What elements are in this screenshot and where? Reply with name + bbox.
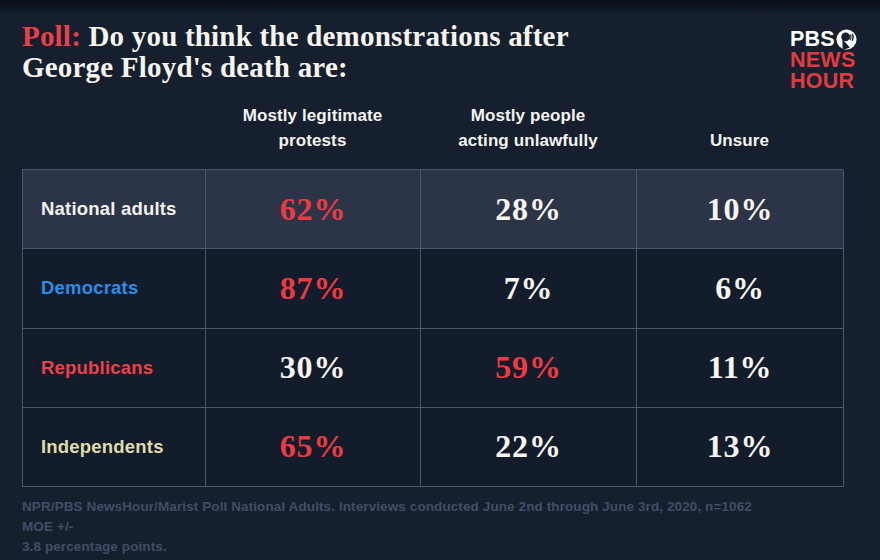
row-label-democrats: Democrats (23, 249, 206, 328)
cell-republicans-unsure: 11% (637, 329, 844, 408)
cell-independents-unsure: 13% (637, 408, 844, 487)
title-line1: Do you think the demonstrations after (88, 20, 568, 52)
cell-national-unlawfully: 28% (421, 170, 637, 249)
cell-democrats-unlawfully: 7% (421, 249, 637, 328)
cell-national-legitimate: 62% (206, 170, 421, 249)
page-title: Poll: Do you think the demonstrations af… (22, 21, 662, 83)
row-label-republicans: Republicans (23, 329, 206, 408)
cell-republicans-unlawfully: 59% (421, 329, 637, 408)
source-note: NPR/PBS NewsHour/Marist Poll National Ad… (22, 497, 752, 557)
column-header-unlawfully: Mostly people acting unlawfully (420, 103, 636, 155)
title-poll-prefix: Poll: (22, 20, 81, 52)
cell-national-unsure: 10% (637, 170, 844, 249)
logo-hour-text: HOUR (790, 71, 857, 92)
poll-table: National adults 62% 28% 10% Democrats 87… (22, 169, 843, 487)
logo-pbs-text: PBS (790, 29, 835, 50)
source-note-line2: 3.8 percentage points. (22, 539, 167, 554)
cell-democrats-legitimate: 87% (206, 249, 421, 328)
pbs-head-icon (836, 29, 857, 50)
row-label-national-adults: National adults (23, 170, 206, 249)
column-headers: Mostly legitimate protests Mostly people… (22, 98, 843, 155)
row-label-independents: Independents (23, 408, 206, 487)
logo-pbs-line: PBS (790, 29, 857, 50)
title-line2: George Floyd's death are: (22, 51, 348, 83)
pbs-newshour-logo: PBS NEWS HOUR (790, 29, 857, 92)
source-note-line1: NPR/PBS NewsHour/Marist Poll National Ad… (22, 499, 752, 534)
cell-independents-legitimate: 65% (206, 408, 421, 487)
column-header-unsure: Unsure (636, 128, 843, 155)
cell-independents-unlawfully: 22% (421, 408, 637, 487)
column-header-legitimate: Mostly legitimate protests (205, 103, 420, 155)
cell-democrats-unsure: 6% (637, 249, 844, 328)
poll-infographic: Poll: Do you think the demonstrations af… (0, 0, 880, 560)
cell-republicans-legitimate: 30% (206, 329, 421, 408)
logo-news-text: NEWS (790, 50, 857, 71)
